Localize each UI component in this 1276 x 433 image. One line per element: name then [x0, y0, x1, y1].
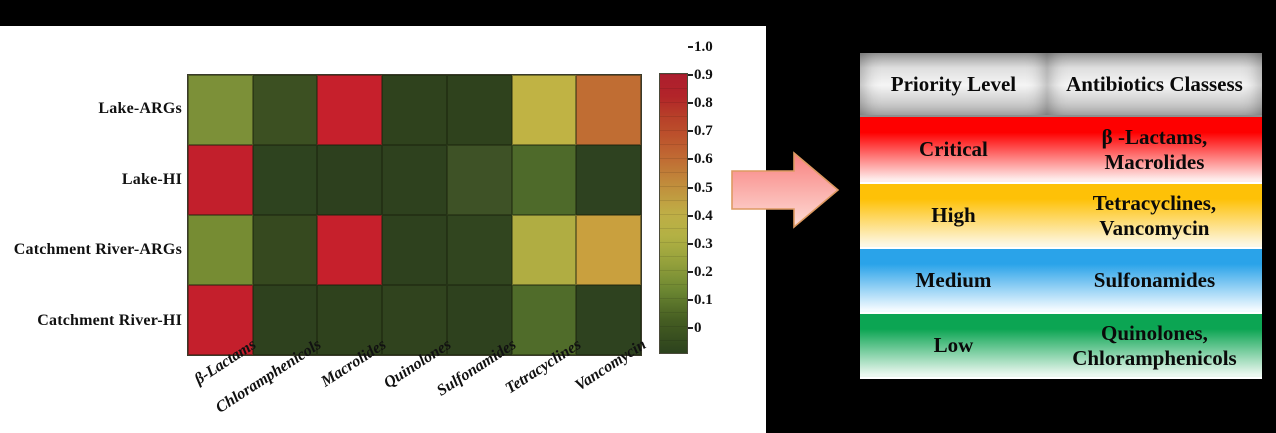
- priority-table-row: Low Quinolones, Chloramphenicols: [860, 312, 1262, 377]
- heatmap-cell: [511, 145, 577, 215]
- heatmap-cell: [511, 215, 577, 285]
- colorbar-tick-label: 0.7: [694, 123, 713, 140]
- colorbar-tick-label: 0.4: [694, 207, 713, 224]
- heatmap-cell: [317, 75, 383, 145]
- colorbar-tick-mark: [688, 298, 693, 301]
- heatmap-cell: [188, 215, 253, 285]
- colorbar-tick-label: 0.5: [694, 179, 713, 196]
- priority-table-row: High Tetracyclines, Vancomycin: [860, 182, 1262, 247]
- antibiotics-classes-cell: Tetracyclines, Vancomycin: [1092, 190, 1217, 240]
- colorbar-tick-label: 0.2: [694, 263, 713, 280]
- heatmap-cell: [446, 75, 512, 145]
- heatmap-cell: [382, 285, 447, 355]
- colorbar-bins: [660, 74, 687, 353]
- antibiotics-classes-cell: β -Lactams, Macrolides: [1101, 124, 1208, 174]
- colorbar-tick-mark: [688, 46, 693, 48]
- heatmap-cell: [511, 285, 577, 355]
- heatmap-row-label: Catchment River-HI: [37, 311, 182, 329]
- heatmap-cell: [382, 215, 447, 285]
- colorbar-tick-label: 0.6: [694, 151, 713, 168]
- priority-table-header-row: Priority Level Antibiotics Classess: [860, 53, 1262, 117]
- priority-table-body: Critical β -Lactams, Macrolides High Tetrac…: [860, 117, 1262, 377]
- colorbar-tick-mark: [688, 242, 693, 245]
- right-arrow-icon: [731, 151, 840, 229]
- colorbar-tick-label: 0: [694, 320, 702, 336]
- heatmap-cell: [188, 75, 253, 145]
- colorbar-tick-mark: [688, 74, 693, 77]
- priority-level-cell: Critical: [919, 137, 988, 162]
- heatmap-cell: [511, 75, 577, 145]
- priority-table-row: Critical β -Lactams, Macrolides: [860, 117, 1262, 182]
- colorbar-tick-label: 0.3: [694, 235, 713, 252]
- heatmap-cell: [188, 145, 253, 215]
- colorbar-tick-mark: [688, 270, 693, 273]
- heatmap-cell: [446, 215, 512, 285]
- heatmap-cell: [317, 145, 383, 215]
- heatmap-cell: [576, 285, 641, 355]
- priority-level-cell: Low: [933, 333, 974, 358]
- colorbar-tick-mark: [688, 186, 693, 189]
- priority-table: Priority Level Antibiotics Classess Crit…: [860, 53, 1262, 379]
- colorbar-tick-mark: [688, 158, 693, 161]
- colorbar-tick-mark: [688, 327, 693, 329]
- priority-level-cell: Medium: [915, 268, 992, 293]
- heatmap-cell: [382, 75, 447, 145]
- colorbar: [659, 73, 688, 354]
- table-header-antibiotics-classes: Antibiotics Classess: [1046, 53, 1262, 115]
- priority-level-cell: High: [931, 203, 976, 228]
- colorbar-tick-label: 0.8: [694, 95, 713, 112]
- priority-table-row: Medium Sulfonamides: [860, 247, 1262, 312]
- heatmap-grid: [187, 74, 642, 356]
- heatmap-cell: [576, 75, 641, 145]
- heatmap-row-label: Lake-HI: [121, 170, 182, 188]
- heatmap-cell: [317, 215, 383, 285]
- colorbar-tick-label: 0.1: [694, 291, 713, 308]
- table-header-priority-level: Priority Level: [860, 53, 1047, 115]
- antibiotics-classes-cell: Quinolones, Chloramphenicols: [1072, 320, 1237, 370]
- colorbar-tick-mark: [688, 102, 693, 105]
- heatmap-cell: [252, 285, 318, 355]
- colorbar-tick-mark: [688, 130, 693, 133]
- heatmap-row-label: Lake-ARGs: [98, 100, 182, 118]
- heatmap-panel: Lake-ARGs Lake-HI Catchment River-ARGs Catc…: [0, 26, 766, 433]
- heatmap-cell: [576, 215, 641, 285]
- heatmap-cell: [317, 285, 383, 355]
- antibiotics-classes-cell: Sulfonamides: [1093, 268, 1216, 293]
- heatmap-cell: [252, 75, 318, 145]
- heatmap-cell: [446, 285, 512, 355]
- heatmap-cell: [252, 215, 318, 285]
- heatmap-row-label: Catchment River-ARGs: [13, 241, 182, 259]
- colorbar-tick-label: 0.9: [694, 67, 713, 84]
- colorbar-tick-label: 1.0: [694, 39, 713, 55]
- heatmap-cell: [382, 145, 447, 215]
- heatmap-row-labels: Lake-ARGs Lake-HI Catchment River-ARGs Catc…: [4, 74, 182, 356]
- heatmap-cell: [252, 145, 318, 215]
- heatmap-cell: [576, 145, 641, 215]
- heatmap-cell: [446, 145, 512, 215]
- heatmap-cell: [188, 285, 253, 355]
- colorbar-tick-mark: [688, 214, 693, 217]
